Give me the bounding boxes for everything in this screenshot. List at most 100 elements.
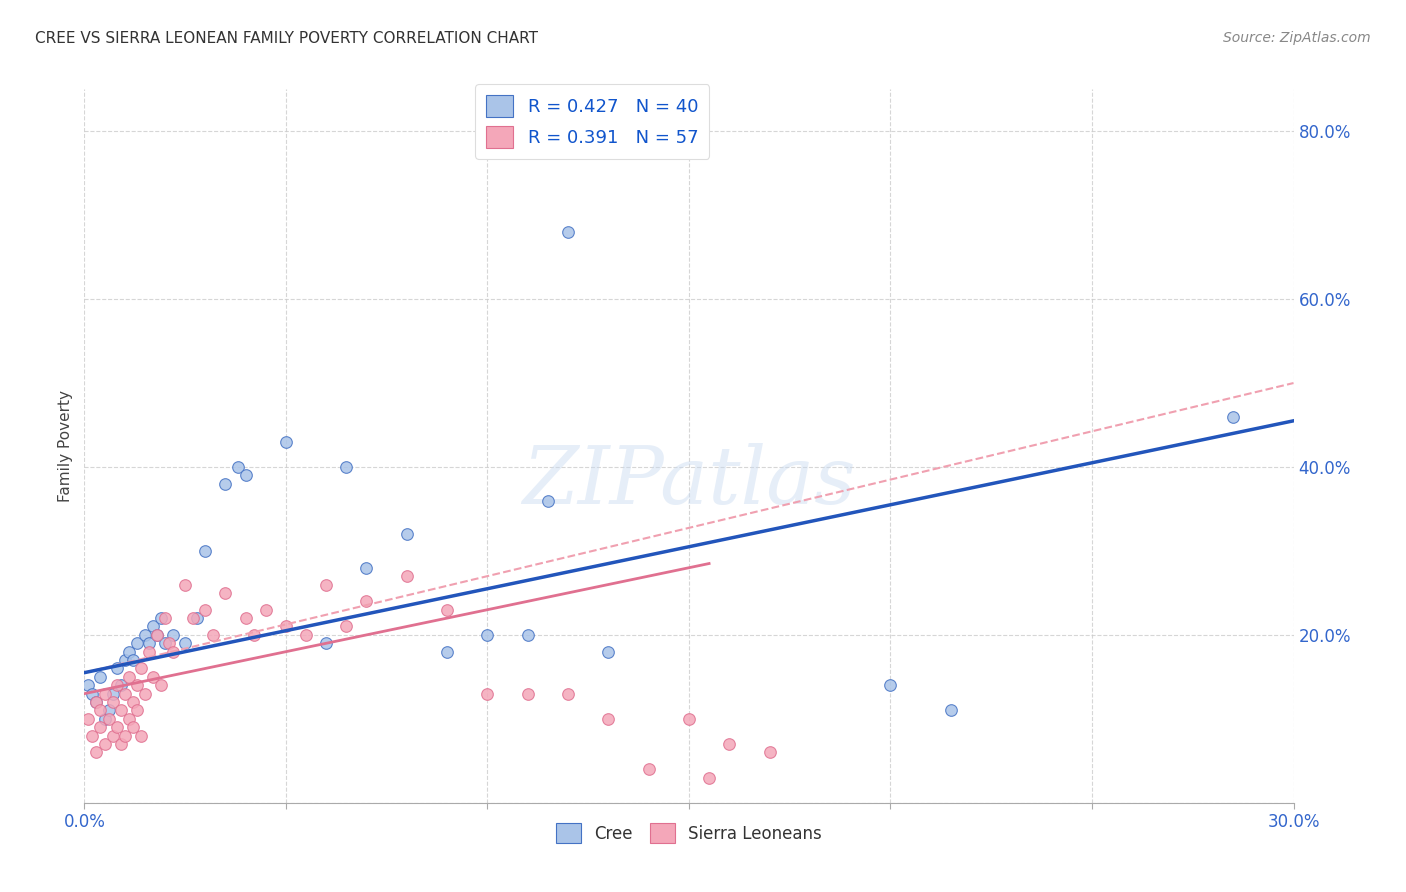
Point bbox=[129, 661, 152, 675]
Point bbox=[86, 695, 108, 709]
Point bbox=[194, 603, 217, 617]
Point bbox=[274, 434, 297, 449]
Point bbox=[162, 645, 184, 659]
Point bbox=[274, 619, 297, 633]
Point bbox=[101, 687, 124, 701]
Point bbox=[121, 653, 143, 667]
Point bbox=[121, 720, 143, 734]
Point bbox=[202, 628, 225, 642]
Point bbox=[162, 628, 184, 642]
Point bbox=[157, 636, 180, 650]
Point bbox=[1222, 409, 1244, 424]
Point bbox=[315, 577, 337, 591]
Point bbox=[335, 460, 357, 475]
Point bbox=[105, 678, 128, 692]
Point bbox=[295, 628, 318, 642]
Point bbox=[516, 687, 538, 701]
Point bbox=[194, 544, 217, 558]
Point bbox=[97, 712, 120, 726]
Point bbox=[395, 569, 418, 583]
Point bbox=[93, 687, 115, 701]
Point bbox=[697, 771, 720, 785]
Point bbox=[718, 737, 741, 751]
Point bbox=[149, 611, 172, 625]
Point bbox=[93, 737, 115, 751]
Point bbox=[214, 586, 236, 600]
Point bbox=[226, 460, 249, 475]
Point bbox=[110, 703, 132, 717]
Point bbox=[110, 737, 132, 751]
Point bbox=[89, 703, 111, 717]
Point bbox=[315, 636, 337, 650]
Point bbox=[879, 678, 901, 692]
Point bbox=[86, 695, 108, 709]
Point bbox=[125, 703, 148, 717]
Point bbox=[356, 560, 378, 574]
Point bbox=[153, 636, 176, 650]
Point bbox=[114, 687, 136, 701]
Point bbox=[118, 712, 141, 726]
Point bbox=[516, 628, 538, 642]
Point bbox=[335, 619, 357, 633]
Point bbox=[89, 670, 111, 684]
Point bbox=[235, 468, 257, 483]
Point bbox=[477, 687, 499, 701]
Point bbox=[214, 476, 236, 491]
Point bbox=[939, 703, 962, 717]
Point bbox=[181, 611, 204, 625]
Point bbox=[254, 603, 277, 617]
Point bbox=[637, 762, 659, 776]
Point bbox=[101, 729, 124, 743]
Point bbox=[82, 687, 104, 701]
Point bbox=[89, 720, 111, 734]
Point bbox=[436, 645, 458, 659]
Y-axis label: Family Poverty: Family Poverty bbox=[58, 390, 73, 502]
Point bbox=[82, 729, 104, 743]
Point bbox=[235, 611, 257, 625]
Point bbox=[129, 729, 152, 743]
Point bbox=[174, 577, 197, 591]
Point bbox=[134, 628, 156, 642]
Point bbox=[537, 493, 560, 508]
Point bbox=[598, 712, 620, 726]
Point bbox=[153, 611, 176, 625]
Point bbox=[86, 746, 108, 760]
Point bbox=[186, 611, 208, 625]
Point bbox=[97, 703, 120, 717]
Point bbox=[174, 636, 197, 650]
Point bbox=[142, 619, 165, 633]
Point bbox=[93, 712, 115, 726]
Point bbox=[598, 645, 620, 659]
Point bbox=[149, 678, 172, 692]
Point bbox=[105, 661, 128, 675]
Point bbox=[110, 678, 132, 692]
Point bbox=[134, 687, 156, 701]
Text: Source: ZipAtlas.com: Source: ZipAtlas.com bbox=[1223, 31, 1371, 45]
Point bbox=[125, 678, 148, 692]
Point bbox=[436, 603, 458, 617]
Point bbox=[118, 645, 141, 659]
Point bbox=[146, 628, 169, 642]
Point bbox=[758, 746, 780, 760]
Point bbox=[142, 670, 165, 684]
Point bbox=[77, 678, 100, 692]
Point bbox=[101, 695, 124, 709]
Text: ZIPatlas: ZIPatlas bbox=[522, 443, 856, 520]
Point bbox=[138, 636, 160, 650]
Point bbox=[678, 712, 700, 726]
Point bbox=[114, 729, 136, 743]
Point bbox=[118, 670, 141, 684]
Point bbox=[146, 628, 169, 642]
Point bbox=[105, 720, 128, 734]
Point bbox=[557, 225, 579, 239]
Point bbox=[121, 695, 143, 709]
Point bbox=[125, 636, 148, 650]
Point bbox=[395, 527, 418, 541]
Legend: Cree, Sierra Leoneans: Cree, Sierra Leoneans bbox=[548, 814, 830, 852]
Point bbox=[77, 712, 100, 726]
Point bbox=[114, 653, 136, 667]
Point bbox=[477, 628, 499, 642]
Point bbox=[138, 645, 160, 659]
Point bbox=[356, 594, 378, 608]
Point bbox=[242, 628, 264, 642]
